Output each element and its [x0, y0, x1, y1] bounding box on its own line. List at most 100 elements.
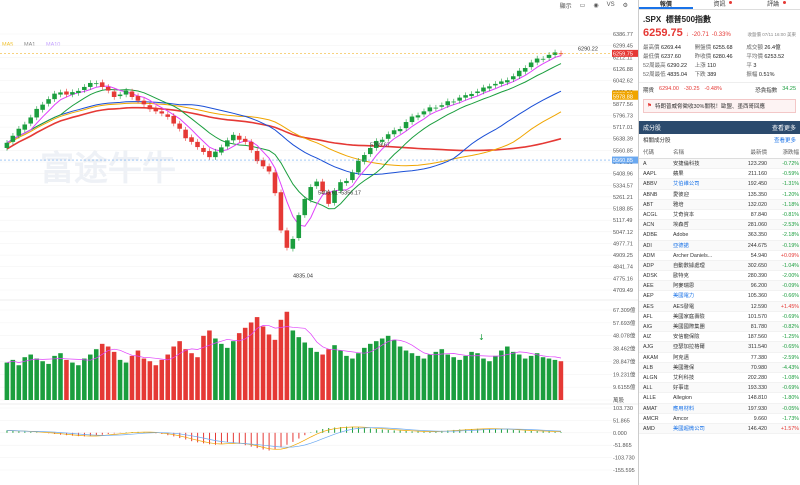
volume-bar — [129, 355, 135, 400]
table-row[interactable]: ALGN 艾利科技 202.280 -1.08% — [639, 373, 800, 384]
col-change[interactable]: 漲跌幅 — [782, 150, 799, 156]
candle-body — [242, 138, 248, 142]
table-row[interactable]: ACGL 艾奇資本 87.840 -0.81% — [639, 210, 800, 221]
stat-value: 6280.46 — [712, 54, 733, 60]
row-change: -1.31% — [782, 181, 799, 188]
table-row[interactable]: AMD 美國超微公司 146.420 +1.57% — [639, 423, 800, 435]
table-row[interactable]: ABT 雅培 132.020 -1.18% — [639, 199, 800, 210]
candle-body — [88, 82, 93, 87]
volume-bar — [522, 358, 528, 400]
row-price: 202.280 — [747, 374, 767, 381]
candle-body — [403, 122, 409, 129]
volume-bar — [379, 338, 385, 400]
price-tag-bg — [612, 49, 638, 57]
row-price: 197.930 — [747, 405, 767, 412]
table-row[interactable]: A 安捷倫科技 123.290 -0.72% — [639, 159, 800, 170]
row-change: -2.59% — [782, 354, 799, 361]
volume-bar — [147, 361, 153, 400]
price-tick-label: 4775.16 — [613, 276, 633, 282]
table-row[interactable]: AIG 美國國際集團 81.780 -0.82% — [639, 322, 800, 333]
volume-bar — [546, 358, 552, 400]
candle-body — [415, 115, 421, 118]
row-code: ALLE — [643, 395, 656, 402]
table-row[interactable]: ABBV 艾伯維公司 192.450 -1.31% — [639, 179, 800, 190]
volume-bar — [421, 358, 427, 400]
candle-body — [99, 82, 105, 87]
table-row[interactable]: ADSK 歐特克 280.390 -2.00% — [639, 271, 800, 282]
volume-bar — [183, 349, 188, 400]
table-row[interactable]: AMCR Amcor 9.660 -1.73% — [639, 414, 800, 424]
table-row[interactable]: AIZ 安信龍保險 187.560 -1.25% — [639, 332, 800, 343]
chart-area[interactable]: 顯示 ▭ ◉ VS ⚙ 富途牛牛 MA5 MA1 MA10 6386.77 6299.45… — [0, 0, 638, 485]
volume-bar — [433, 351, 439, 400]
candle-body — [457, 97, 462, 101]
candle-body — [368, 147, 373, 155]
vs-button[interactable]: VS — [606, 2, 615, 8]
table-row[interactable]: AEP 美國電力 105.360 -0.66% — [639, 291, 800, 302]
table-row[interactable]: ABNB 愛彼迎 135.350 -1.20% — [639, 190, 800, 200]
stat-item: 最低價 6237.60 — [643, 52, 693, 60]
row-change: -0.05% — [782, 405, 799, 412]
candle-body — [379, 139, 385, 142]
table-row[interactable]: ALL 好事達 193.330 -0.69% — [639, 383, 800, 394]
price-tick-label: 6212.11 — [613, 55, 632, 61]
quote-change-pct: -0.33% — [711, 32, 731, 38]
table-row[interactable]: ADBE Adobe 363.350 -2.18% — [639, 230, 800, 241]
volume-bar — [34, 358, 39, 400]
col-price[interactable]: 最新價 — [750, 150, 767, 156]
row-code: ALGN — [643, 374, 658, 381]
table-row[interactable]: AFL 美國家庭壽險 101.570 -0.69% — [639, 312, 800, 322]
volume-bar — [290, 330, 296, 400]
settings-icon[interactable]: ⚙ — [622, 2, 628, 9]
col-name[interactable]: 名稱 — [673, 150, 685, 156]
row-name: Amcor — [673, 415, 689, 422]
quote-time: 收盤價 07/11 16:00 美東 — [747, 32, 796, 37]
col-code[interactable]: 代碼 — [643, 150, 655, 156]
table-row[interactable]: AES AES發電 12.590 +1.45% — [639, 301, 800, 312]
quote-price: 6259.75 — [643, 27, 683, 39]
view-more-link[interactable]: 查看更多 — [773, 138, 796, 144]
volume-bar — [64, 359, 69, 400]
candle-body — [219, 147, 224, 153]
constituents-more-link[interactable]: 查看更多 — [771, 126, 796, 132]
table-row[interactable]: AKAM 阿克邁 77.380 -2.59% — [639, 353, 800, 363]
tab-comments[interactable]: 評論 — [746, 0, 800, 9]
low-annotation: 4835.04 — [293, 274, 313, 280]
table-row[interactable]: ADP 自動數據處理 302.650 -1.04% — [639, 260, 800, 272]
tab-news[interactable]: 資訊 — [693, 0, 747, 9]
table-row[interactable]: AEE 阿麥瑞恩 96.200 -0.09% — [639, 281, 800, 292]
candle-body — [463, 95, 468, 98]
table-row[interactable]: AMAT 應用材料 197.930 -0.05% — [639, 403, 800, 414]
row-change: -0.59% — [782, 171, 799, 178]
table-row[interactable]: ADI 亞德諾 244.675 -0.19% — [639, 240, 800, 251]
volume-bar — [391, 339, 397, 400]
row-code: AMD — [643, 425, 655, 432]
tab-quote[interactable]: 報價 — [639, 0, 693, 9]
price-tick-label: 5334.57 — [613, 183, 633, 189]
row-name: Allegion — [673, 395, 692, 402]
futures-label: 期貨 — [643, 88, 655, 94]
row-change: -4.43% — [782, 364, 799, 371]
candle-body — [64, 91, 69, 95]
table-row[interactable]: AAPL 蘋果 211.160 -0.59% — [639, 169, 800, 180]
display-button[interactable]: 顯示 — [559, 3, 572, 10]
stat-label: 昨收價 — [694, 54, 713, 60]
candle-body — [510, 76, 516, 80]
volume-bar — [213, 338, 218, 400]
table-row[interactable]: ALLE Allegion 148.810 -1.80% — [639, 393, 800, 404]
table-row[interactable]: ACN 埃森哲 281.060 -2.53% — [639, 220, 800, 231]
quote-symbol: .SPX — [643, 15, 662, 24]
row-price: 363.350 — [747, 232, 767, 239]
candle-body — [4, 142, 10, 148]
table-row[interactable]: ADM Archer Daniels... 54.940 +0.09% — [639, 251, 800, 261]
candle-body — [22, 124, 28, 130]
camera-icon[interactable]: ◉ — [593, 2, 599, 9]
row-change: -0.72% — [782, 161, 799, 167]
table-row[interactable]: ALB 美國雅保 70.980 -4.43% — [639, 362, 800, 373]
row-price: 148.810 — [747, 395, 767, 402]
volume-bar — [362, 347, 367, 400]
volume-bar — [332, 345, 337, 400]
news-banner[interactable]: ⚑ 特朗普威脅徵收30%關稅！歐盟、墨西哥回應 — [643, 99, 796, 113]
layout-icon[interactable]: ▭ — [579, 2, 586, 9]
table-row[interactable]: AJG 亞瑟加拉格爾 311.540 -0.65% — [639, 342, 800, 353]
